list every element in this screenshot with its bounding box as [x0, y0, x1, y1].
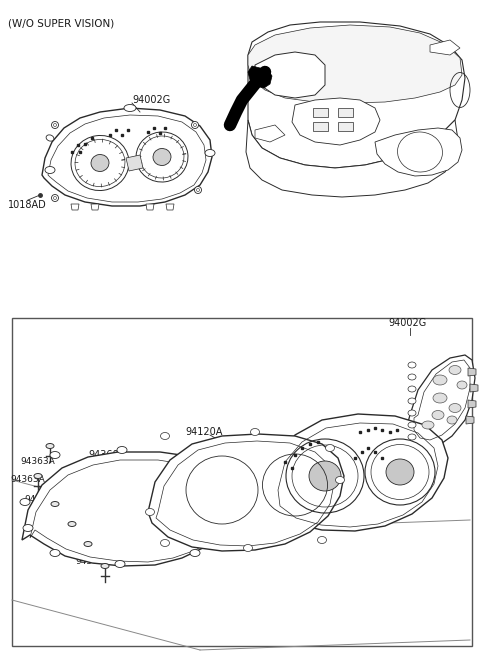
- Polygon shape: [166, 204, 174, 210]
- Ellipse shape: [68, 522, 76, 527]
- Polygon shape: [91, 204, 99, 210]
- Ellipse shape: [160, 432, 169, 440]
- Text: 94363A: 94363A: [42, 518, 77, 527]
- Polygon shape: [408, 355, 475, 450]
- Polygon shape: [255, 125, 285, 142]
- Ellipse shape: [84, 541, 92, 546]
- Ellipse shape: [45, 167, 55, 173]
- Ellipse shape: [194, 186, 202, 194]
- Text: 94002G: 94002G: [388, 318, 426, 328]
- Polygon shape: [375, 128, 462, 176]
- Text: 1018AD: 1018AD: [8, 200, 47, 210]
- Ellipse shape: [50, 451, 60, 459]
- Ellipse shape: [51, 121, 59, 129]
- Polygon shape: [466, 416, 474, 424]
- Ellipse shape: [53, 197, 57, 199]
- Polygon shape: [71, 204, 79, 210]
- Ellipse shape: [34, 474, 42, 478]
- Polygon shape: [146, 204, 154, 210]
- Ellipse shape: [50, 550, 60, 556]
- Ellipse shape: [91, 155, 109, 171]
- Ellipse shape: [336, 476, 345, 483]
- Ellipse shape: [447, 416, 457, 424]
- Text: 94363A: 94363A: [24, 495, 59, 504]
- Ellipse shape: [51, 501, 59, 506]
- Ellipse shape: [457, 381, 467, 389]
- Polygon shape: [22, 452, 236, 566]
- Ellipse shape: [251, 428, 260, 436]
- Ellipse shape: [205, 150, 215, 157]
- Ellipse shape: [193, 123, 196, 127]
- Ellipse shape: [20, 499, 30, 506]
- Ellipse shape: [433, 393, 447, 403]
- Ellipse shape: [317, 537, 326, 544]
- Polygon shape: [248, 25, 462, 103]
- Polygon shape: [430, 40, 460, 55]
- Ellipse shape: [243, 544, 252, 552]
- Polygon shape: [468, 400, 476, 408]
- Ellipse shape: [449, 403, 461, 413]
- Ellipse shape: [23, 525, 33, 531]
- Ellipse shape: [422, 421, 434, 429]
- Polygon shape: [312, 108, 327, 117]
- Ellipse shape: [225, 489, 235, 495]
- Polygon shape: [248, 22, 465, 168]
- Ellipse shape: [433, 375, 447, 385]
- Ellipse shape: [408, 374, 416, 380]
- Polygon shape: [470, 384, 478, 392]
- Polygon shape: [312, 121, 327, 131]
- Text: 94363A: 94363A: [20, 457, 55, 466]
- Ellipse shape: [115, 560, 125, 567]
- Ellipse shape: [309, 461, 341, 491]
- Ellipse shape: [185, 455, 195, 462]
- Ellipse shape: [408, 434, 416, 440]
- Ellipse shape: [432, 411, 444, 419]
- Polygon shape: [337, 121, 352, 131]
- Ellipse shape: [145, 508, 155, 516]
- Ellipse shape: [192, 121, 199, 129]
- Ellipse shape: [408, 362, 416, 368]
- Ellipse shape: [153, 148, 171, 165]
- Ellipse shape: [196, 188, 200, 192]
- Polygon shape: [268, 414, 448, 531]
- Polygon shape: [468, 368, 476, 376]
- Polygon shape: [292, 98, 380, 145]
- Ellipse shape: [408, 398, 416, 404]
- Text: 94360D: 94360D: [88, 450, 126, 460]
- Ellipse shape: [117, 447, 127, 453]
- Ellipse shape: [190, 550, 200, 556]
- Ellipse shape: [386, 459, 414, 485]
- Ellipse shape: [408, 386, 416, 392]
- Text: 94363A: 94363A: [10, 476, 45, 485]
- Polygon shape: [246, 120, 458, 197]
- Polygon shape: [148, 434, 344, 551]
- Text: (W/O SUPER VISION): (W/O SUPER VISION): [8, 18, 114, 28]
- Ellipse shape: [408, 410, 416, 416]
- Ellipse shape: [101, 564, 109, 569]
- Polygon shape: [255, 52, 325, 98]
- Polygon shape: [42, 108, 212, 206]
- FancyBboxPatch shape: [12, 318, 472, 646]
- Ellipse shape: [408, 422, 416, 428]
- Ellipse shape: [223, 516, 233, 523]
- Ellipse shape: [124, 104, 136, 112]
- Ellipse shape: [46, 135, 54, 141]
- Polygon shape: [126, 155, 143, 171]
- Ellipse shape: [449, 365, 461, 375]
- Text: 94002G: 94002G: [132, 95, 170, 105]
- Text: 94363A: 94363A: [58, 537, 93, 546]
- Ellipse shape: [51, 194, 59, 201]
- Text: 94120A: 94120A: [185, 427, 222, 437]
- Polygon shape: [248, 66, 272, 88]
- Polygon shape: [337, 108, 352, 117]
- Ellipse shape: [53, 123, 57, 127]
- Ellipse shape: [325, 445, 335, 451]
- Ellipse shape: [46, 443, 54, 449]
- Ellipse shape: [160, 539, 169, 546]
- Text: 94363A: 94363A: [75, 558, 110, 567]
